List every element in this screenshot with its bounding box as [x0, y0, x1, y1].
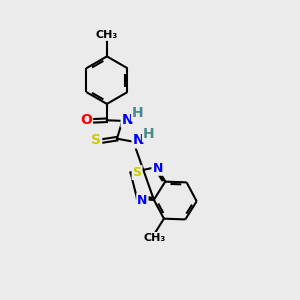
Text: N: N: [152, 162, 163, 175]
Text: N: N: [133, 134, 144, 148]
Text: CH₃: CH₃: [96, 30, 118, 40]
Text: S: S: [91, 134, 101, 148]
Text: N: N: [137, 194, 148, 207]
Text: S: S: [133, 166, 142, 179]
Text: O: O: [80, 113, 92, 127]
Text: N: N: [122, 113, 133, 127]
Text: CH₃: CH₃: [143, 233, 166, 243]
Text: H: H: [143, 127, 154, 141]
Text: H: H: [132, 106, 144, 120]
